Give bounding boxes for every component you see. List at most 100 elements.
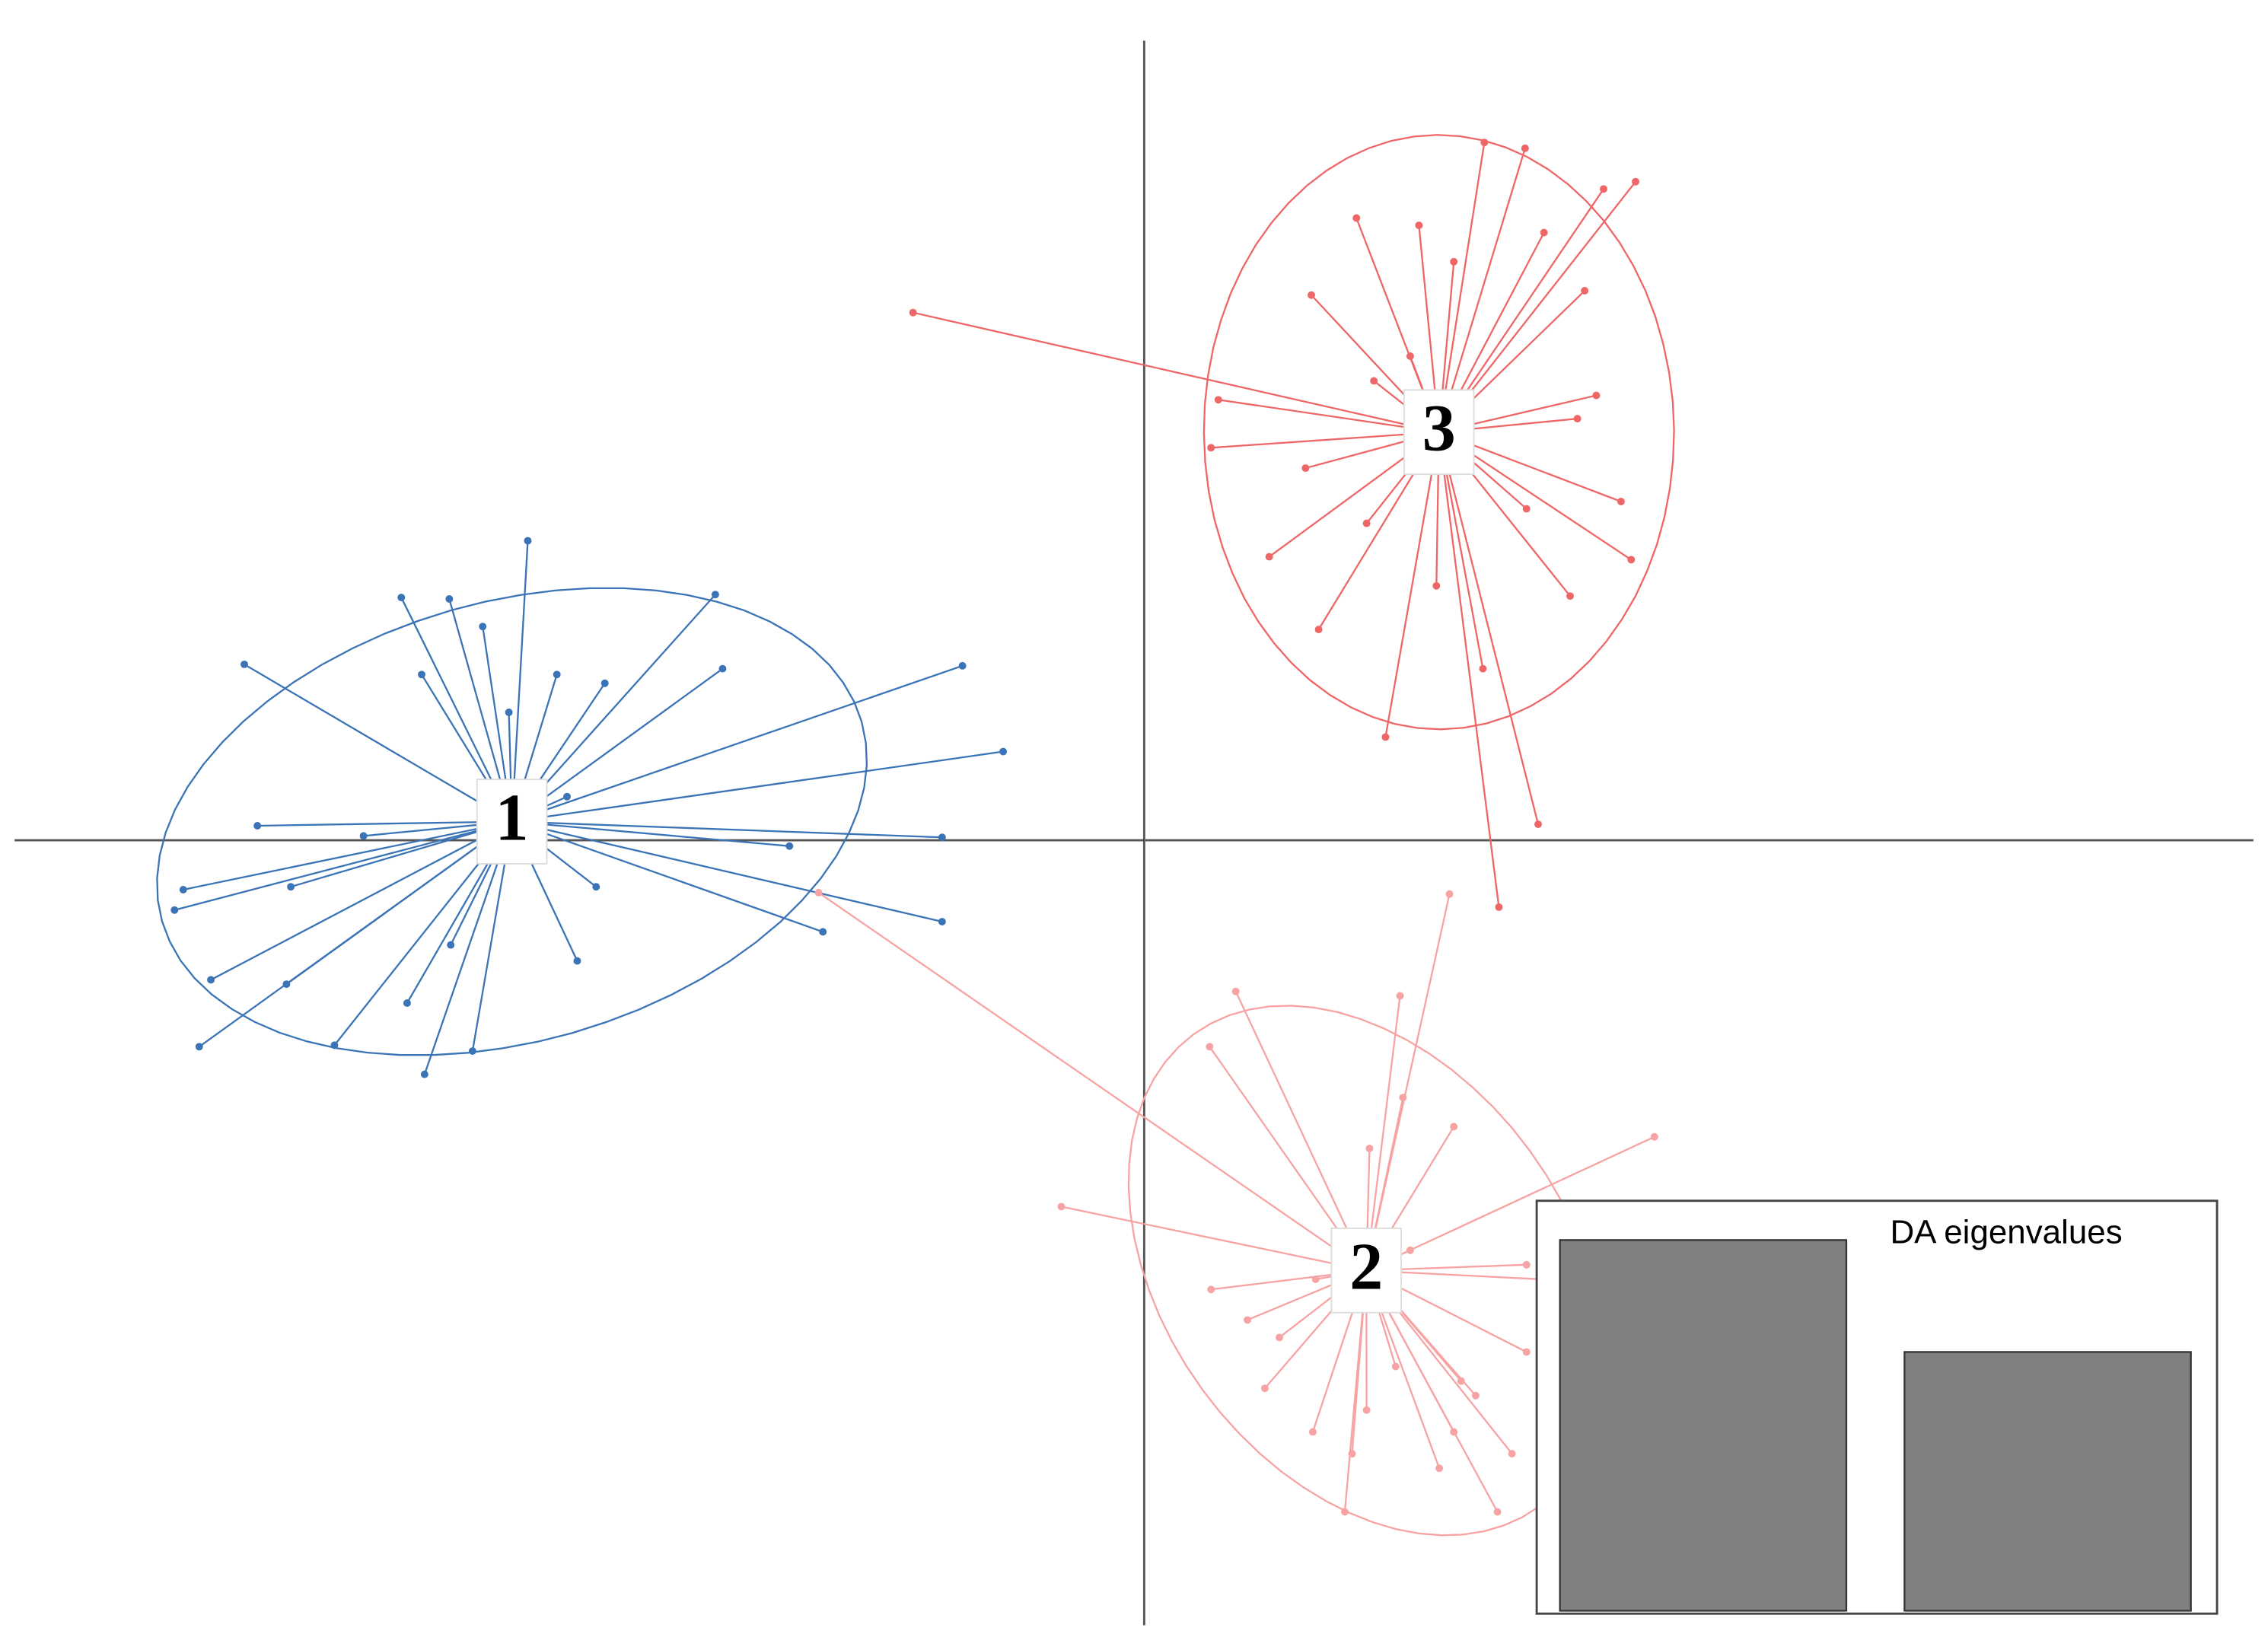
point [1265,553,1273,561]
ellipse [156,587,868,1056]
group [909,134,1675,911]
point [592,883,600,891]
point [1480,139,1489,147]
point [1522,1260,1531,1269]
group [814,888,1658,1537]
spoke [511,750,1004,823]
point [1362,1406,1371,1414]
point [938,833,946,842]
spoke [1365,1136,1655,1272]
point [1627,556,1636,564]
point [1348,1450,1356,1458]
point [1341,1508,1349,1516]
group-label-box [1403,389,1475,476]
eigenvalue-bar [1559,1239,1848,1612]
point [1206,1043,1214,1051]
point [1308,291,1316,299]
point [253,821,262,830]
point [819,928,827,936]
point [1632,177,1639,186]
point [1495,903,1503,911]
point [1352,214,1361,222]
spoke [511,540,529,822]
point [711,591,719,599]
point [1600,185,1607,193]
point [1493,1508,1502,1516]
point [600,679,609,687]
spoke [1438,142,1486,432]
point [468,1047,476,1055]
spoke [257,820,512,827]
point [445,595,454,603]
point [282,980,291,989]
spoke [511,820,790,847]
point [1244,1316,1251,1324]
point [1534,820,1542,829]
point [958,661,967,670]
spoke [1211,431,1439,449]
spoke [290,820,512,888]
point [1450,1428,1458,1436]
eigenvalue-bar [1903,1351,2192,1612]
spoke [1438,432,1500,908]
point [1311,1275,1320,1283]
group-label-box [1330,1227,1403,1314]
point [563,792,572,801]
point [240,660,248,668]
point [397,594,406,602]
spoke [1234,991,1368,1271]
point [1650,1132,1658,1141]
spoke [210,820,513,981]
point [1573,415,1582,423]
point [287,883,295,891]
point [1479,664,1487,673]
spoke [511,820,823,933]
spoke [817,891,1367,1272]
point [1522,1348,1531,1356]
point [170,906,179,914]
point [1308,1428,1317,1436]
point [1214,396,1222,404]
point [359,832,368,840]
point [505,709,513,716]
point [1207,1285,1215,1294]
point [524,537,532,545]
point [1362,519,1371,527]
point [1445,890,1454,898]
point [1207,444,1215,452]
group-label: 1 [495,781,529,855]
spoke [1218,399,1439,433]
point [1057,1202,1066,1211]
point [1566,592,1575,600]
group-label-box [476,779,548,865]
point [1471,1391,1480,1400]
scatter-plot: 1 2 3 [14,40,2254,1626]
point [814,888,823,897]
point [1365,1145,1374,1152]
point [1617,498,1625,505]
point [1396,992,1404,1000]
point [1508,1450,1516,1458]
point [195,1043,203,1051]
point [403,999,411,1007]
spoke [1438,148,1526,433]
point [1381,733,1390,741]
ellipse [1202,134,1675,731]
point [1370,377,1378,385]
spoke [913,311,1439,433]
point [1406,1246,1414,1254]
point [1522,505,1531,513]
spoke [244,663,513,823]
point [447,941,455,949]
point [1391,1362,1400,1371]
point [573,957,581,965]
point [785,842,794,850]
point [718,664,727,673]
point [479,623,487,631]
point [1415,221,1423,230]
spoke [1061,1206,1367,1272]
point [1301,464,1310,473]
point [1314,626,1323,634]
spoke [174,820,512,911]
point [420,1070,428,1078]
